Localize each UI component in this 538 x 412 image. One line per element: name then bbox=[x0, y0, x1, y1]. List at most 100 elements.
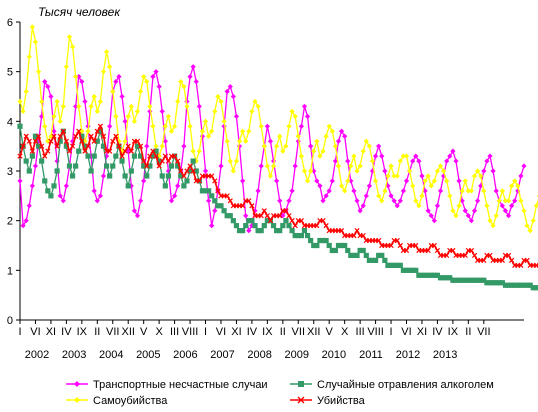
data-point-alcohol bbox=[131, 153, 138, 159]
data-point-suicide bbox=[252, 98, 258, 105]
data-point-alcohol bbox=[323, 237, 329, 244]
data-point-alcohol bbox=[147, 163, 153, 169]
data-point-suicide bbox=[32, 39, 39, 45]
data-point-suicide bbox=[376, 193, 382, 199]
data-point-murder bbox=[45, 148, 51, 154]
data-point-transport bbox=[468, 218, 475, 224]
data-point-suicide bbox=[224, 138, 230, 144]
data-point-transport bbox=[79, 79, 85, 85]
data-point-alcohol bbox=[39, 158, 45, 164]
data-point-suicide bbox=[249, 108, 255, 114]
data-point-murder bbox=[434, 247, 441, 254]
data-point-transport bbox=[397, 198, 403, 204]
data-point-murder bbox=[178, 168, 184, 174]
data-point-transport bbox=[372, 153, 379, 159]
data-point-murder bbox=[23, 133, 29, 139]
data-point-suicide bbox=[335, 163, 342, 169]
data-point-suicide bbox=[468, 188, 475, 194]
data-point-alcohol bbox=[459, 277, 465, 283]
data-point-suicide bbox=[357, 163, 363, 169]
data-point-suicide bbox=[406, 168, 413, 174]
data-point-suicide bbox=[385, 173, 391, 179]
x-year-label: 2010 bbox=[322, 349, 346, 361]
data-point-suicide bbox=[372, 178, 379, 184]
data-point-suicide bbox=[51, 113, 57, 119]
data-point-suicide bbox=[280, 148, 286, 154]
data-point-murder bbox=[48, 138, 54, 144]
data-point-alcohol bbox=[335, 242, 342, 249]
data-point-alcohol bbox=[243, 223, 249, 229]
x-tick-label: II bbox=[94, 326, 100, 338]
data-point-suicide bbox=[144, 79, 150, 85]
data-point-suicide bbox=[54, 98, 60, 105]
data-point-alcohol bbox=[165, 173, 172, 179]
data-point-alcohol bbox=[212, 198, 218, 204]
data-point-alcohol bbox=[345, 247, 351, 254]
data-point-transport bbox=[29, 183, 35, 189]
data-point-transport bbox=[240, 178, 246, 184]
data-point-alcohol bbox=[351, 252, 357, 259]
data-point-alcohol bbox=[388, 262, 394, 268]
data-point-suicide bbox=[240, 128, 246, 134]
data-point-suicide bbox=[128, 103, 134, 110]
data-point-transport bbox=[196, 103, 202, 110]
data-point-transport bbox=[97, 193, 103, 199]
data-point-alcohol bbox=[227, 213, 233, 219]
series-line-transport bbox=[19, 66, 525, 233]
data-point-alcohol bbox=[326, 242, 332, 249]
y-axis-label: Тысяч человек bbox=[38, 5, 121, 19]
legend-item-alcohol: Случайные отравления алкоголем bbox=[290, 379, 494, 391]
data-point-suicide bbox=[134, 108, 141, 114]
data-point-murder bbox=[156, 163, 162, 169]
data-point-alcohol bbox=[320, 237, 326, 244]
data-point-suicide bbox=[243, 138, 249, 144]
data-point-alcohol bbox=[437, 275, 444, 281]
data-point-transport bbox=[45, 83, 51, 90]
data-point-suicide bbox=[314, 138, 320, 144]
data-point-transport bbox=[471, 208, 478, 214]
data-point-murder bbox=[134, 138, 141, 144]
data-point-transport bbox=[456, 178, 462, 184]
data-point-murder bbox=[444, 252, 450, 259]
data-point-murder bbox=[323, 223, 329, 229]
data-point-suicide bbox=[122, 138, 128, 144]
data-point-suicide bbox=[274, 143, 280, 149]
data-point-alcohol bbox=[499, 280, 505, 286]
x-tick-label: X bbox=[155, 326, 163, 338]
data-point-suicide bbox=[73, 74, 79, 80]
x-year-label: 2003 bbox=[62, 349, 86, 361]
data-point-alcohol bbox=[249, 218, 255, 224]
data-point-suicide bbox=[236, 138, 243, 144]
data-point-murder bbox=[100, 133, 107, 139]
x-year-label: 2004 bbox=[99, 349, 123, 361]
x-year-label: 2013 bbox=[433, 349, 457, 361]
data-point-transport bbox=[48, 93, 54, 100]
data-point-transport bbox=[274, 178, 280, 184]
data-point-suicide bbox=[329, 128, 335, 134]
data-point-alcohol bbox=[487, 280, 493, 286]
data-point-alcohol bbox=[363, 252, 369, 259]
data-point-alcohol bbox=[26, 168, 32, 174]
data-point-transport bbox=[413, 153, 419, 159]
data-point-alcohol bbox=[103, 163, 110, 169]
data-point-murder bbox=[113, 133, 119, 139]
data-point-transport bbox=[376, 143, 382, 149]
data-point-alcohol bbox=[453, 277, 459, 283]
data-point-suicide bbox=[110, 88, 116, 95]
data-point-suicide bbox=[323, 133, 329, 139]
y-tick-label: 0 bbox=[7, 315, 13, 327]
data-point-transport bbox=[308, 143, 314, 149]
data-point-suicide bbox=[444, 178, 450, 184]
data-point-murder bbox=[338, 227, 345, 234]
data-point-alcohol bbox=[42, 178, 48, 184]
data-point-suicide bbox=[295, 133, 301, 139]
data-point-alcohol bbox=[329, 247, 335, 254]
data-point-suicide bbox=[35, 69, 42, 75]
data-point-transport bbox=[329, 178, 335, 184]
data-point-alcohol bbox=[515, 282, 521, 288]
data-point-suicide bbox=[524, 223, 530, 229]
data-point-suicide bbox=[125, 113, 131, 119]
data-point-transport bbox=[465, 213, 471, 219]
y-tick-label: 2 bbox=[7, 216, 13, 228]
